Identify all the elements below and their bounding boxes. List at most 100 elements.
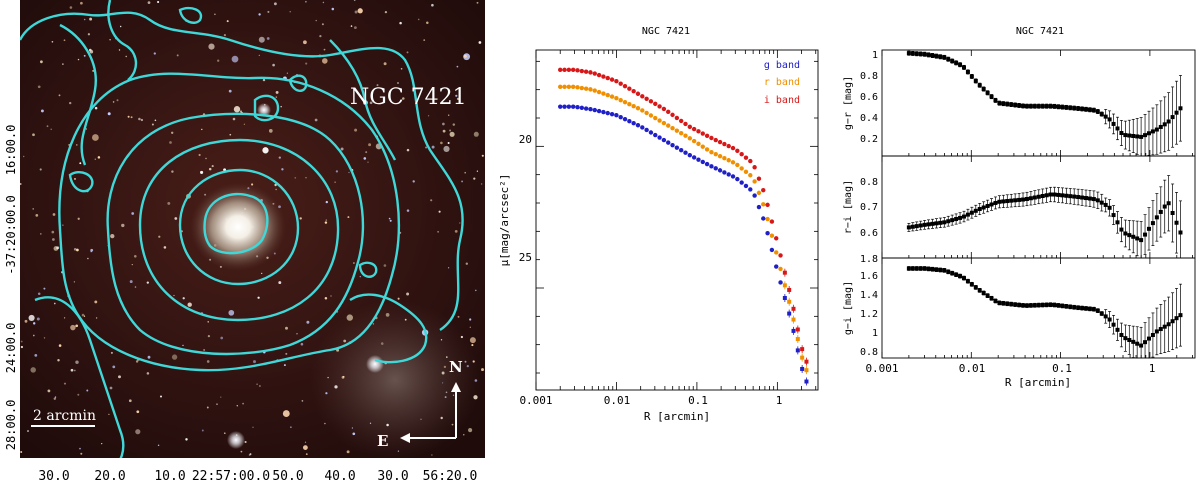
data-point-i-band xyxy=(648,99,654,104)
data-point xyxy=(1005,301,1010,306)
contour-2 xyxy=(178,168,300,286)
data-point xyxy=(1072,305,1077,310)
data-point xyxy=(1107,117,1112,122)
star xyxy=(347,216,350,219)
star xyxy=(147,1,151,4)
data-point xyxy=(1076,305,1081,310)
star xyxy=(110,351,113,354)
star xyxy=(252,426,254,428)
star xyxy=(182,297,185,300)
contour-3 xyxy=(138,138,340,322)
data-point-g-band xyxy=(787,311,792,316)
data-point-r-band xyxy=(765,216,770,222)
star xyxy=(397,297,400,300)
star xyxy=(440,416,443,420)
star xyxy=(258,54,260,57)
star xyxy=(136,410,140,414)
data-point-g-band xyxy=(644,127,649,133)
star xyxy=(203,349,205,351)
star xyxy=(90,248,94,252)
star xyxy=(22,155,25,158)
star xyxy=(217,59,220,62)
data-point-g-band xyxy=(700,159,705,165)
data-point-i-band xyxy=(730,145,736,151)
data-point xyxy=(1143,340,1148,345)
data-point xyxy=(1099,200,1104,205)
data-point xyxy=(961,276,966,281)
data-point xyxy=(1001,199,1006,204)
data-point-g-band xyxy=(800,366,805,371)
star xyxy=(305,0,307,3)
data-point xyxy=(1115,220,1120,225)
star xyxy=(463,54,467,58)
contour-outer-e xyxy=(349,293,428,364)
data-point xyxy=(1040,302,1045,307)
data-point-r-band xyxy=(717,154,723,159)
star xyxy=(147,355,151,359)
star xyxy=(73,369,76,372)
star xyxy=(412,180,415,183)
star xyxy=(244,440,247,444)
data-point xyxy=(958,274,963,279)
data-point-g-band xyxy=(575,104,580,110)
star xyxy=(167,201,171,205)
star xyxy=(224,432,226,434)
data-point xyxy=(977,207,982,212)
star xyxy=(442,129,446,133)
star xyxy=(32,133,35,137)
star xyxy=(365,151,368,154)
star xyxy=(70,324,76,331)
star xyxy=(283,364,286,367)
data-point xyxy=(997,199,1002,204)
star xyxy=(198,153,201,157)
star xyxy=(352,432,356,436)
star xyxy=(20,345,24,349)
data-point-i-band xyxy=(622,83,628,89)
dec-tick-label: -37:20:00.0 xyxy=(4,195,18,274)
data-point-i-band xyxy=(670,112,675,118)
data-point-r-band xyxy=(704,147,710,152)
data-point xyxy=(1099,112,1104,117)
star xyxy=(74,177,76,180)
data-point xyxy=(981,290,986,295)
star xyxy=(431,145,435,149)
data-point xyxy=(969,282,974,287)
data-point-i-band xyxy=(674,115,680,121)
data-point-i-band xyxy=(752,165,757,170)
data-point xyxy=(938,267,943,272)
profile-chart-svg: NGC 7421 20 25 0.001 0.01 0.1 1 R [arcmi… xyxy=(498,26,819,423)
star xyxy=(127,115,130,118)
star xyxy=(464,360,467,363)
star xyxy=(211,165,214,168)
data-point-r-band xyxy=(609,94,615,99)
data-point xyxy=(1064,193,1069,198)
star xyxy=(205,157,207,160)
star xyxy=(346,450,350,454)
data-point-i-band xyxy=(605,75,610,81)
star xyxy=(454,230,458,233)
data-point xyxy=(997,101,1002,106)
contour-5 xyxy=(58,72,400,372)
star xyxy=(130,116,133,119)
star xyxy=(146,281,149,284)
data-point-r-band xyxy=(748,173,753,178)
data-point xyxy=(1028,196,1033,201)
star xyxy=(171,170,174,173)
star xyxy=(208,167,212,171)
star xyxy=(206,360,210,363)
data-point-g-band xyxy=(735,176,740,182)
star xyxy=(296,333,298,335)
star xyxy=(472,360,475,363)
data-point xyxy=(1143,232,1148,237)
data-point xyxy=(1158,327,1163,332)
data-point xyxy=(1139,134,1144,139)
star xyxy=(478,41,482,44)
star xyxy=(342,375,345,378)
data-point xyxy=(1048,104,1053,109)
data-point-g-band xyxy=(691,155,697,160)
star xyxy=(262,78,266,82)
star xyxy=(327,376,329,379)
star xyxy=(52,213,56,216)
star xyxy=(80,1,83,5)
data-point xyxy=(965,279,970,284)
